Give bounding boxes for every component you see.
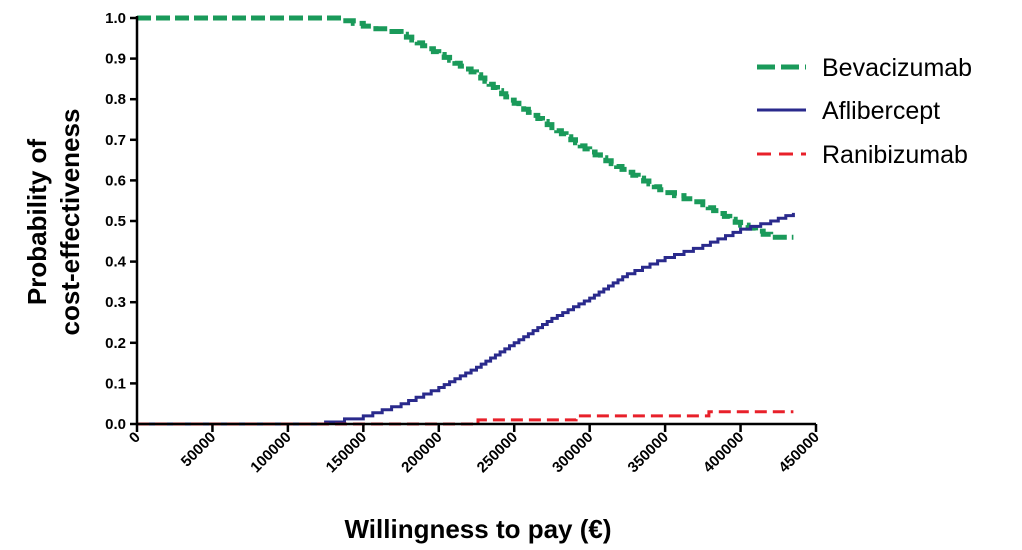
y-tick-label: 0.8 xyxy=(105,91,126,108)
y-tick-label: 0.3 xyxy=(105,294,126,311)
legend: Bevacizumab Aflibercept Ranibizumab xyxy=(757,54,972,169)
x-axis-title: Willingness to pay (€) xyxy=(344,514,611,544)
series-line-bevacizumab xyxy=(137,15,794,240)
x-tick-label: 0 xyxy=(126,429,144,447)
x-tick-label: 150000 xyxy=(323,429,370,476)
y-tick-label: 0.6 xyxy=(105,172,126,189)
y-axis-title-line-1: Probability of xyxy=(22,139,52,305)
y-tick-label: 0.2 xyxy=(105,335,126,352)
x-tick-label: 350000 xyxy=(625,429,672,476)
legend-label-aflibercept: Aflibercept xyxy=(822,97,940,125)
x-tick-label: 200000 xyxy=(398,429,445,476)
plot-series xyxy=(137,15,795,426)
y-axis-title: Probability of cost-effectiveness xyxy=(22,109,85,336)
x-tick-label: 400000 xyxy=(700,429,747,476)
x-tick-label: 100000 xyxy=(247,429,294,476)
y-tick-label: 0.7 xyxy=(105,132,126,149)
x-tick-label: 50000 xyxy=(178,429,220,471)
axes xyxy=(130,16,818,432)
series-line-aflibercept xyxy=(137,212,795,426)
y-tick-label: 0.4 xyxy=(105,254,127,271)
y-tick-label: 0.1 xyxy=(105,375,126,392)
series-line-ranibizumab xyxy=(137,410,794,426)
legend-label-bevacizumab: Bevacizumab xyxy=(822,54,972,82)
y-tick-label: 0.5 xyxy=(105,213,126,230)
legend-label-ranibizumab: Ranibizumab xyxy=(822,141,968,169)
x-tick-label: 450000 xyxy=(775,429,822,476)
y-tick-label: 1.0 xyxy=(105,10,126,27)
x-tick-label: 250000 xyxy=(474,429,521,476)
x-tick-label: 300000 xyxy=(549,429,596,476)
y-axis-title-line-2: cost-effectiveness xyxy=(55,109,85,336)
y-tick-label: 0.0 xyxy=(105,416,126,433)
y-tick-label: 0.9 xyxy=(105,51,126,68)
